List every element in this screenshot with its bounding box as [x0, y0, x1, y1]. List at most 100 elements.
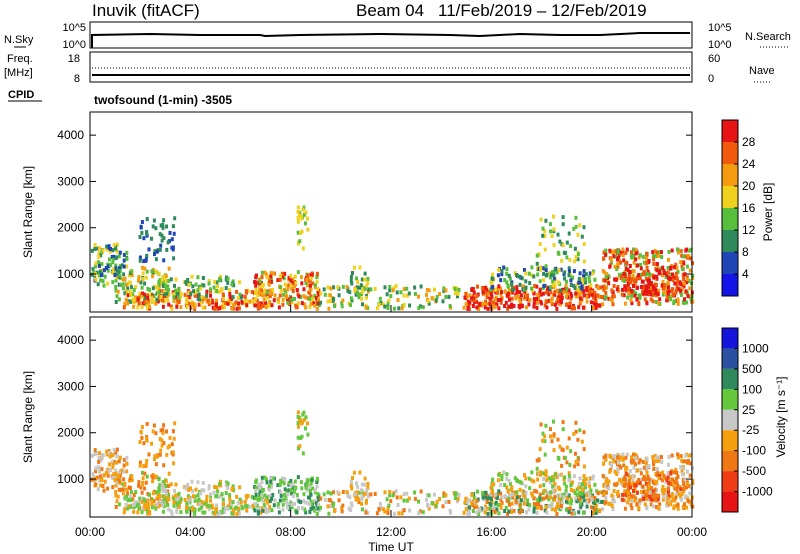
velocity-cell	[215, 507, 218, 512]
power-cell	[545, 272, 549, 277]
power-cell	[616, 255, 620, 260]
power-cell	[136, 297, 140, 302]
velocity-cell	[665, 477, 669, 482]
velocity-cell	[499, 505, 503, 510]
velocity-cell	[97, 468, 101, 473]
power-cell	[297, 294, 301, 299]
power-cell	[293, 274, 297, 279]
velocity-cell	[129, 504, 132, 509]
velocity-cell	[111, 453, 115, 458]
power-cell	[193, 304, 196, 309]
velocity-cell	[161, 485, 165, 490]
power-cell	[153, 252, 156, 257]
velocity-cell	[172, 436, 176, 441]
power-cell	[495, 302, 499, 307]
velocity-cell	[496, 503, 500, 507]
velocity-cell	[94, 469, 97, 474]
velocity-cell	[386, 511, 390, 515]
velocity-cell	[113, 478, 117, 482]
velocity-cell	[477, 512, 481, 516]
velocity-cell	[588, 476, 592, 481]
power-cell	[654, 288, 658, 293]
velocity-cell	[226, 485, 230, 490]
power-cell	[226, 276, 230, 281]
power-cell	[530, 273, 534, 278]
power-cell	[621, 253, 625, 258]
velocity-cell	[573, 491, 577, 496]
power-cell	[647, 259, 651, 263]
power-cell	[196, 288, 200, 293]
velocity-cell	[526, 498, 530, 503]
power-cell	[506, 284, 510, 289]
velocity-cell	[313, 508, 317, 513]
velocity-cell	[655, 467, 659, 472]
power-cell	[604, 275, 608, 280]
power-cell	[624, 260, 628, 265]
velocity-cell	[231, 484, 235, 489]
velocity-cell	[447, 499, 451, 504]
velocity-cell	[160, 482, 164, 487]
power-cell	[593, 277, 597, 282]
power-cell	[118, 250, 122, 255]
velocity-cell	[157, 495, 161, 500]
velocity-cell	[254, 485, 258, 490]
power-cell	[165, 247, 169, 252]
velocity-cell	[589, 488, 593, 493]
power-cell	[634, 248, 638, 252]
velocity-cell	[185, 501, 189, 506]
power-cell	[386, 306, 390, 310]
power-cell	[661, 283, 664, 288]
velocity-cell	[569, 449, 573, 454]
power-cell	[549, 290, 553, 295]
power-cell	[115, 294, 119, 299]
power-cell	[383, 304, 387, 309]
velocity-cell	[207, 484, 211, 489]
velocity-cell	[562, 495, 566, 500]
velocity-cell	[122, 457, 126, 462]
velocity-cell	[309, 499, 313, 504]
power-cell	[309, 287, 313, 292]
power-cell	[578, 292, 582, 297]
power-cell	[159, 295, 163, 299]
velocity-cell	[332, 501, 336, 506]
velocity-cell	[633, 498, 637, 503]
power-cell	[569, 278, 573, 283]
power-cell	[644, 276, 648, 281]
velocity-cell	[358, 497, 362, 502]
velocity-cell	[663, 488, 667, 493]
power-cell	[642, 260, 646, 265]
velocity-cell	[408, 508, 412, 513]
velocity-cell	[578, 428, 582, 433]
velocity-cell	[619, 465, 623, 470]
velocity-cell	[309, 481, 313, 486]
power-cell	[684, 289, 688, 294]
velocity-cell	[108, 462, 111, 467]
power-cell	[582, 242, 586, 247]
power-cell	[574, 291, 578, 296]
velocity-cell	[470, 493, 474, 497]
power-cell	[174, 295, 178, 300]
velocity-cell	[563, 455, 567, 460]
power-cell	[140, 220, 144, 224]
velocity-cell	[612, 499, 616, 504]
power-cell	[224, 301, 228, 305]
velocity-cell	[569, 483, 573, 488]
velocity-cell	[444, 493, 448, 498]
velocity-cell	[609, 502, 613, 507]
power-cell	[471, 304, 475, 308]
power-cell	[226, 301, 230, 306]
power-colorbar-tick-label: 24	[742, 157, 756, 171]
velocity-cell	[283, 487, 287, 492]
power-cell	[477, 307, 481, 311]
power-cell	[419, 284, 423, 289]
velocity-cell	[236, 501, 240, 506]
velocity-cell	[549, 504, 553, 509]
velocity-cell	[532, 509, 536, 514]
power-cell	[122, 264, 126, 269]
velocity-cell	[259, 510, 263, 515]
velocity-cell	[552, 477, 556, 482]
power-cell	[172, 295, 176, 300]
power-cell	[191, 284, 195, 289]
power-cell	[508, 288, 511, 293]
power-cell	[601, 302, 605, 307]
